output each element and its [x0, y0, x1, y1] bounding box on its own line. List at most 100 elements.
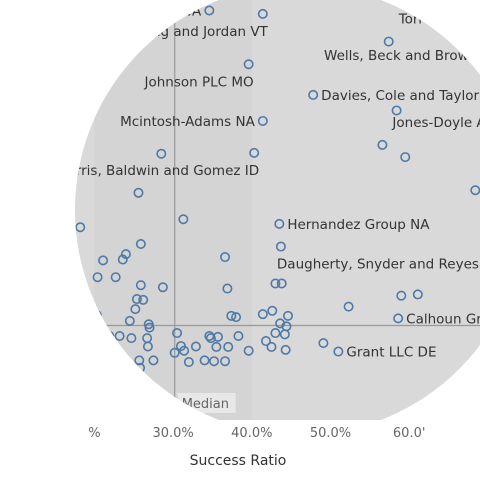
data-point — [77, 281, 88, 292]
plot-area: Median — [75, 0, 480, 420]
data-point — [36, 362, 44, 370]
data-point — [233, 330, 244, 341]
point-label: Davies, Cole and Taylor — [321, 88, 479, 104]
data-point — [87, 333, 98, 344]
data-point — [53, 349, 61, 357]
data-point — [81, 317, 92, 328]
data-point — [183, 357, 194, 368]
point-label: Wells, Beck and Brown — [324, 48, 477, 64]
data-point — [75, 330, 86, 341]
data-point — [45, 357, 53, 365]
data-point — [130, 304, 141, 315]
data-point — [135, 239, 146, 250]
x-tick-label: % — [88, 426, 100, 441]
data-point — [279, 329, 290, 340]
data-point — [104, 330, 115, 341]
data-point — [98, 255, 109, 266]
data-point — [64, 317, 72, 325]
data-point — [75, 346, 80, 357]
data-point — [64, 260, 72, 268]
data-point — [257, 115, 268, 126]
data-point — [0, 333, 8, 341]
data-point — [79, 336, 90, 347]
data-point — [280, 344, 291, 355]
data-point — [108, 362, 119, 373]
data-point — [75, 278, 76, 289]
data-point — [333, 346, 344, 357]
data-point — [6, 309, 14, 317]
data-point — [260, 336, 271, 347]
data-point — [156, 148, 167, 159]
data-point — [470, 185, 480, 196]
data-point — [15, 334, 23, 342]
data-point — [393, 313, 404, 324]
point-label: Calhoun Gro — [406, 311, 480, 327]
data-point — [105, 338, 116, 349]
point-label: Daugherty, Snyder and Reyes N — [277, 257, 480, 273]
data-point — [114, 330, 125, 341]
point-label: Ltd WA — [154, 4, 202, 20]
data-point — [205, 333, 216, 344]
data-point — [169, 347, 180, 358]
data-point — [110, 272, 121, 283]
data-point — [231, 312, 242, 323]
point-label: PLC NC — [0, 266, 46, 282]
data-point — [30, 325, 38, 333]
data-point — [63, 309, 71, 317]
data-point — [190, 341, 201, 352]
x-axis-title: Success Ratio — [190, 453, 287, 469]
point-label: Grant LLC DE — [346, 345, 436, 361]
data-point — [133, 187, 144, 198]
data-point — [377, 139, 388, 150]
data-point — [120, 249, 131, 260]
data-point — [243, 59, 254, 70]
point-label: N — [0, 320, 5, 336]
point-label: -Brown RI — [0, 234, 29, 250]
data-point — [148, 355, 159, 366]
data-point — [144, 322, 155, 333]
point-label: Johnson PLC MO — [143, 74, 253, 90]
data-point — [179, 345, 190, 356]
x-tick-label: 50.0% — [310, 426, 351, 441]
data-point — [99, 351, 110, 362]
data-point — [95, 344, 106, 355]
point-label: Hernandez Group NA — [287, 217, 430, 233]
data-point — [75, 222, 86, 233]
data-point — [120, 362, 131, 373]
data-point — [29, 319, 37, 327]
data-point — [172, 328, 183, 339]
point-label: Jones-Doyle AZ — [391, 115, 480, 131]
data-point — [178, 214, 189, 225]
data-point — [270, 328, 281, 339]
data-point — [142, 341, 153, 352]
data-point — [15, 348, 23, 356]
data-point — [79, 347, 90, 358]
data-point — [23, 317, 31, 325]
data-point — [34, 347, 42, 355]
data-point — [38, 302, 46, 310]
data-point — [64, 273, 72, 281]
data-point — [32, 358, 40, 366]
data-point — [126, 333, 137, 344]
data-point — [157, 282, 168, 293]
point-label: Torre — [398, 12, 432, 28]
data-point — [274, 218, 285, 229]
data-point — [131, 294, 142, 305]
data-point — [222, 283, 233, 294]
x-tick-label: 40.0% — [231, 426, 272, 441]
data-point — [38, 363, 46, 371]
data-point — [412, 289, 423, 300]
data-point — [41, 319, 49, 327]
data-point — [257, 8, 268, 19]
data-point — [60, 337, 68, 345]
data-point — [24, 325, 32, 333]
data-point — [318, 338, 329, 349]
data-point — [91, 309, 102, 320]
data-point — [49, 317, 57, 325]
data-point — [19, 360, 27, 368]
data-point — [276, 278, 287, 289]
data-point — [8, 323, 16, 331]
median-label: Median — [182, 397, 229, 412]
data-point — [383, 36, 394, 47]
